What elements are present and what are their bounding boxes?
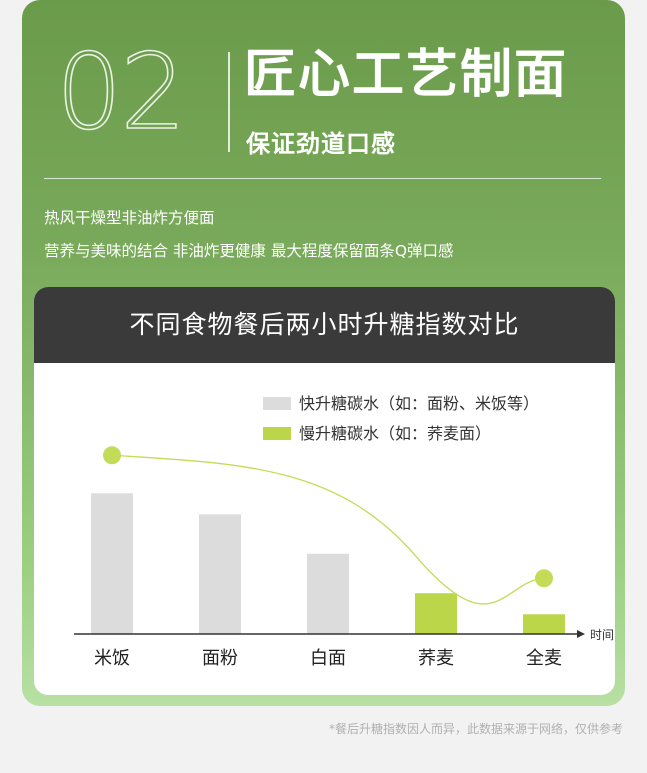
description-line-2: 营养与美味的结合 非油炸更健康 最大程度保留面条Q弹口感 [44, 242, 454, 260]
bar-3 [415, 593, 457, 634]
tick-label-2: 白面 [310, 648, 346, 669]
x-axis-arrow [577, 630, 585, 638]
bar-2 [307, 553, 349, 634]
legend-swatch-slow [263, 427, 291, 440]
chart-panel: 不同食物餐后两小时升糖指数对比 快升糖碳水（如：面粉、米饭等） 慢升糖碳水（如：荞… [34, 287, 615, 695]
tick-label-3: 荞麦 [418, 648, 454, 669]
trend-point-start [103, 446, 121, 465]
trend-curve [111, 454, 545, 605]
chart-title: 不同食物餐后两小时升糖指数对比 [129, 310, 520, 339]
vertical-divider [228, 52, 230, 152]
tick-label-0: 米饭 [94, 648, 130, 669]
legend-label-fast: 快升糖碳水（如：面粉、米饭等） [299, 394, 539, 413]
page-subtitle: 保证劲道口感 [246, 130, 396, 158]
bar-0 [91, 493, 133, 634]
tick-label-4: 全麦 [526, 648, 562, 669]
horizontal-divider [44, 178, 601, 179]
x-axis-label: 时间 [590, 628, 614, 642]
legend-swatch-fast [263, 397, 291, 410]
bar-4 [523, 614, 565, 634]
bar-1 [199, 514, 241, 634]
chart-header [34, 287, 615, 363]
tick-label-1: 面粉 [202, 648, 238, 669]
description-line-1: 热风干燥型非油炸方便面 [44, 209, 215, 227]
footnote: *餐后升糖指数因人而异，此数据来源于网络，仅供参考 [328, 722, 623, 736]
section-number: 02 [55, 31, 187, 153]
trend-point-end [535, 569, 553, 588]
page-title: 匠心工艺制面 [244, 44, 569, 105]
feature-card: 02 匠心工艺制面 保证劲道口感 热风干燥型非油炸方便面 营养与美味的结合 非油… [22, 0, 625, 706]
legend-label-slow: 慢升糖碳水（如：荞麦面） [299, 424, 491, 443]
